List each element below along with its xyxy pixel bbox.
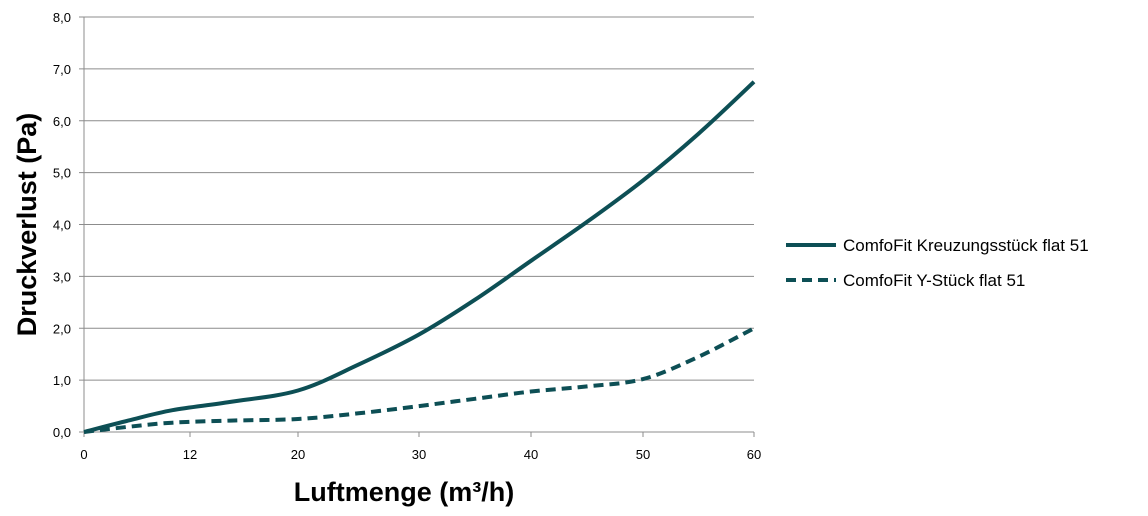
y-axis-title: Druckverlust (Pa) <box>12 113 42 337</box>
y-tick-labels: 0,0 1,0 2,0 3,0 4,0 5,0 6,0 7,0 8,0 <box>53 10 71 440</box>
grid-lines <box>84 16 754 381</box>
legend-label-kreuzungsstueck: ComfoFit Kreuzungsstück flat 51 <box>843 236 1089 255</box>
x-axis-title: Luftmenge (m³/h) <box>294 477 514 507</box>
x-tick-label: 30 <box>412 447 426 462</box>
legend-label-y-stueck: ComfoFit Y-Stück flat 51 <box>843 271 1025 290</box>
x-tick-labels: 0 12 20 30 40 50 60 <box>80 447 761 462</box>
y-tick-label: 6,0 <box>53 114 71 129</box>
x-tick-label: 60 <box>747 447 761 462</box>
y-tick-label: 7,0 <box>53 62 71 77</box>
axes <box>79 16 755 437</box>
series-lines <box>83 80 756 434</box>
y-tick-label: 0,0 <box>53 425 71 440</box>
y-tick-label: 3,0 <box>53 269 71 284</box>
series-line-kreuzungsstueck <box>83 80 756 434</box>
x-tick-label: 40 <box>524 447 538 462</box>
y-tick-label: 1,0 <box>53 373 71 388</box>
x-tick-label: 12 <box>183 447 197 462</box>
x-tick-label: 50 <box>636 447 650 462</box>
x-tick-label: 20 <box>291 447 305 462</box>
y-tick-label: 4,0 <box>53 218 71 233</box>
y-tick-label: 5,0 <box>53 166 71 181</box>
legend: ComfoFit Kreuzungsstück flat 51 ComfoFit… <box>786 236 1089 290</box>
y-tick-label: 8,0 <box>53 10 71 25</box>
series-line-y-stueck <box>83 326 755 434</box>
y-tick-label: 2,0 <box>53 321 71 336</box>
x-tick-label: 0 <box>80 447 87 462</box>
